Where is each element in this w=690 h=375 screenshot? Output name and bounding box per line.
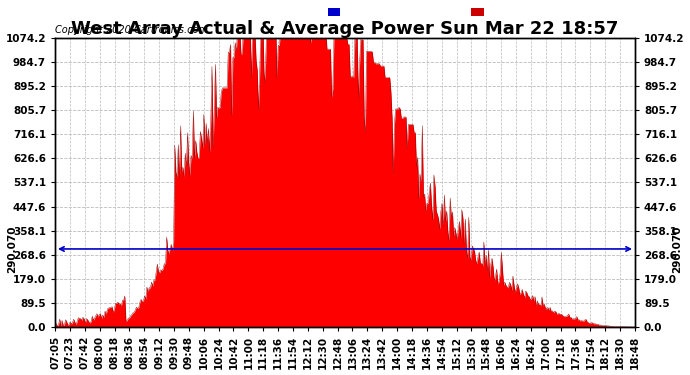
Text: 290.070: 290.070 (8, 225, 17, 273)
Text: Copyright 2020 Cartronics.com: Copyright 2020 Cartronics.com (55, 25, 208, 35)
Text: 290.070: 290.070 (673, 225, 682, 273)
Title: West Array Actual & Average Power Sun Mar 22 18:57: West Array Actual & Average Power Sun Ma… (71, 20, 619, 38)
Legend: Average  (DC Watts), West Array  (DC Watts): Average (DC Watts), West Array (DC Watts… (326, 6, 630, 20)
